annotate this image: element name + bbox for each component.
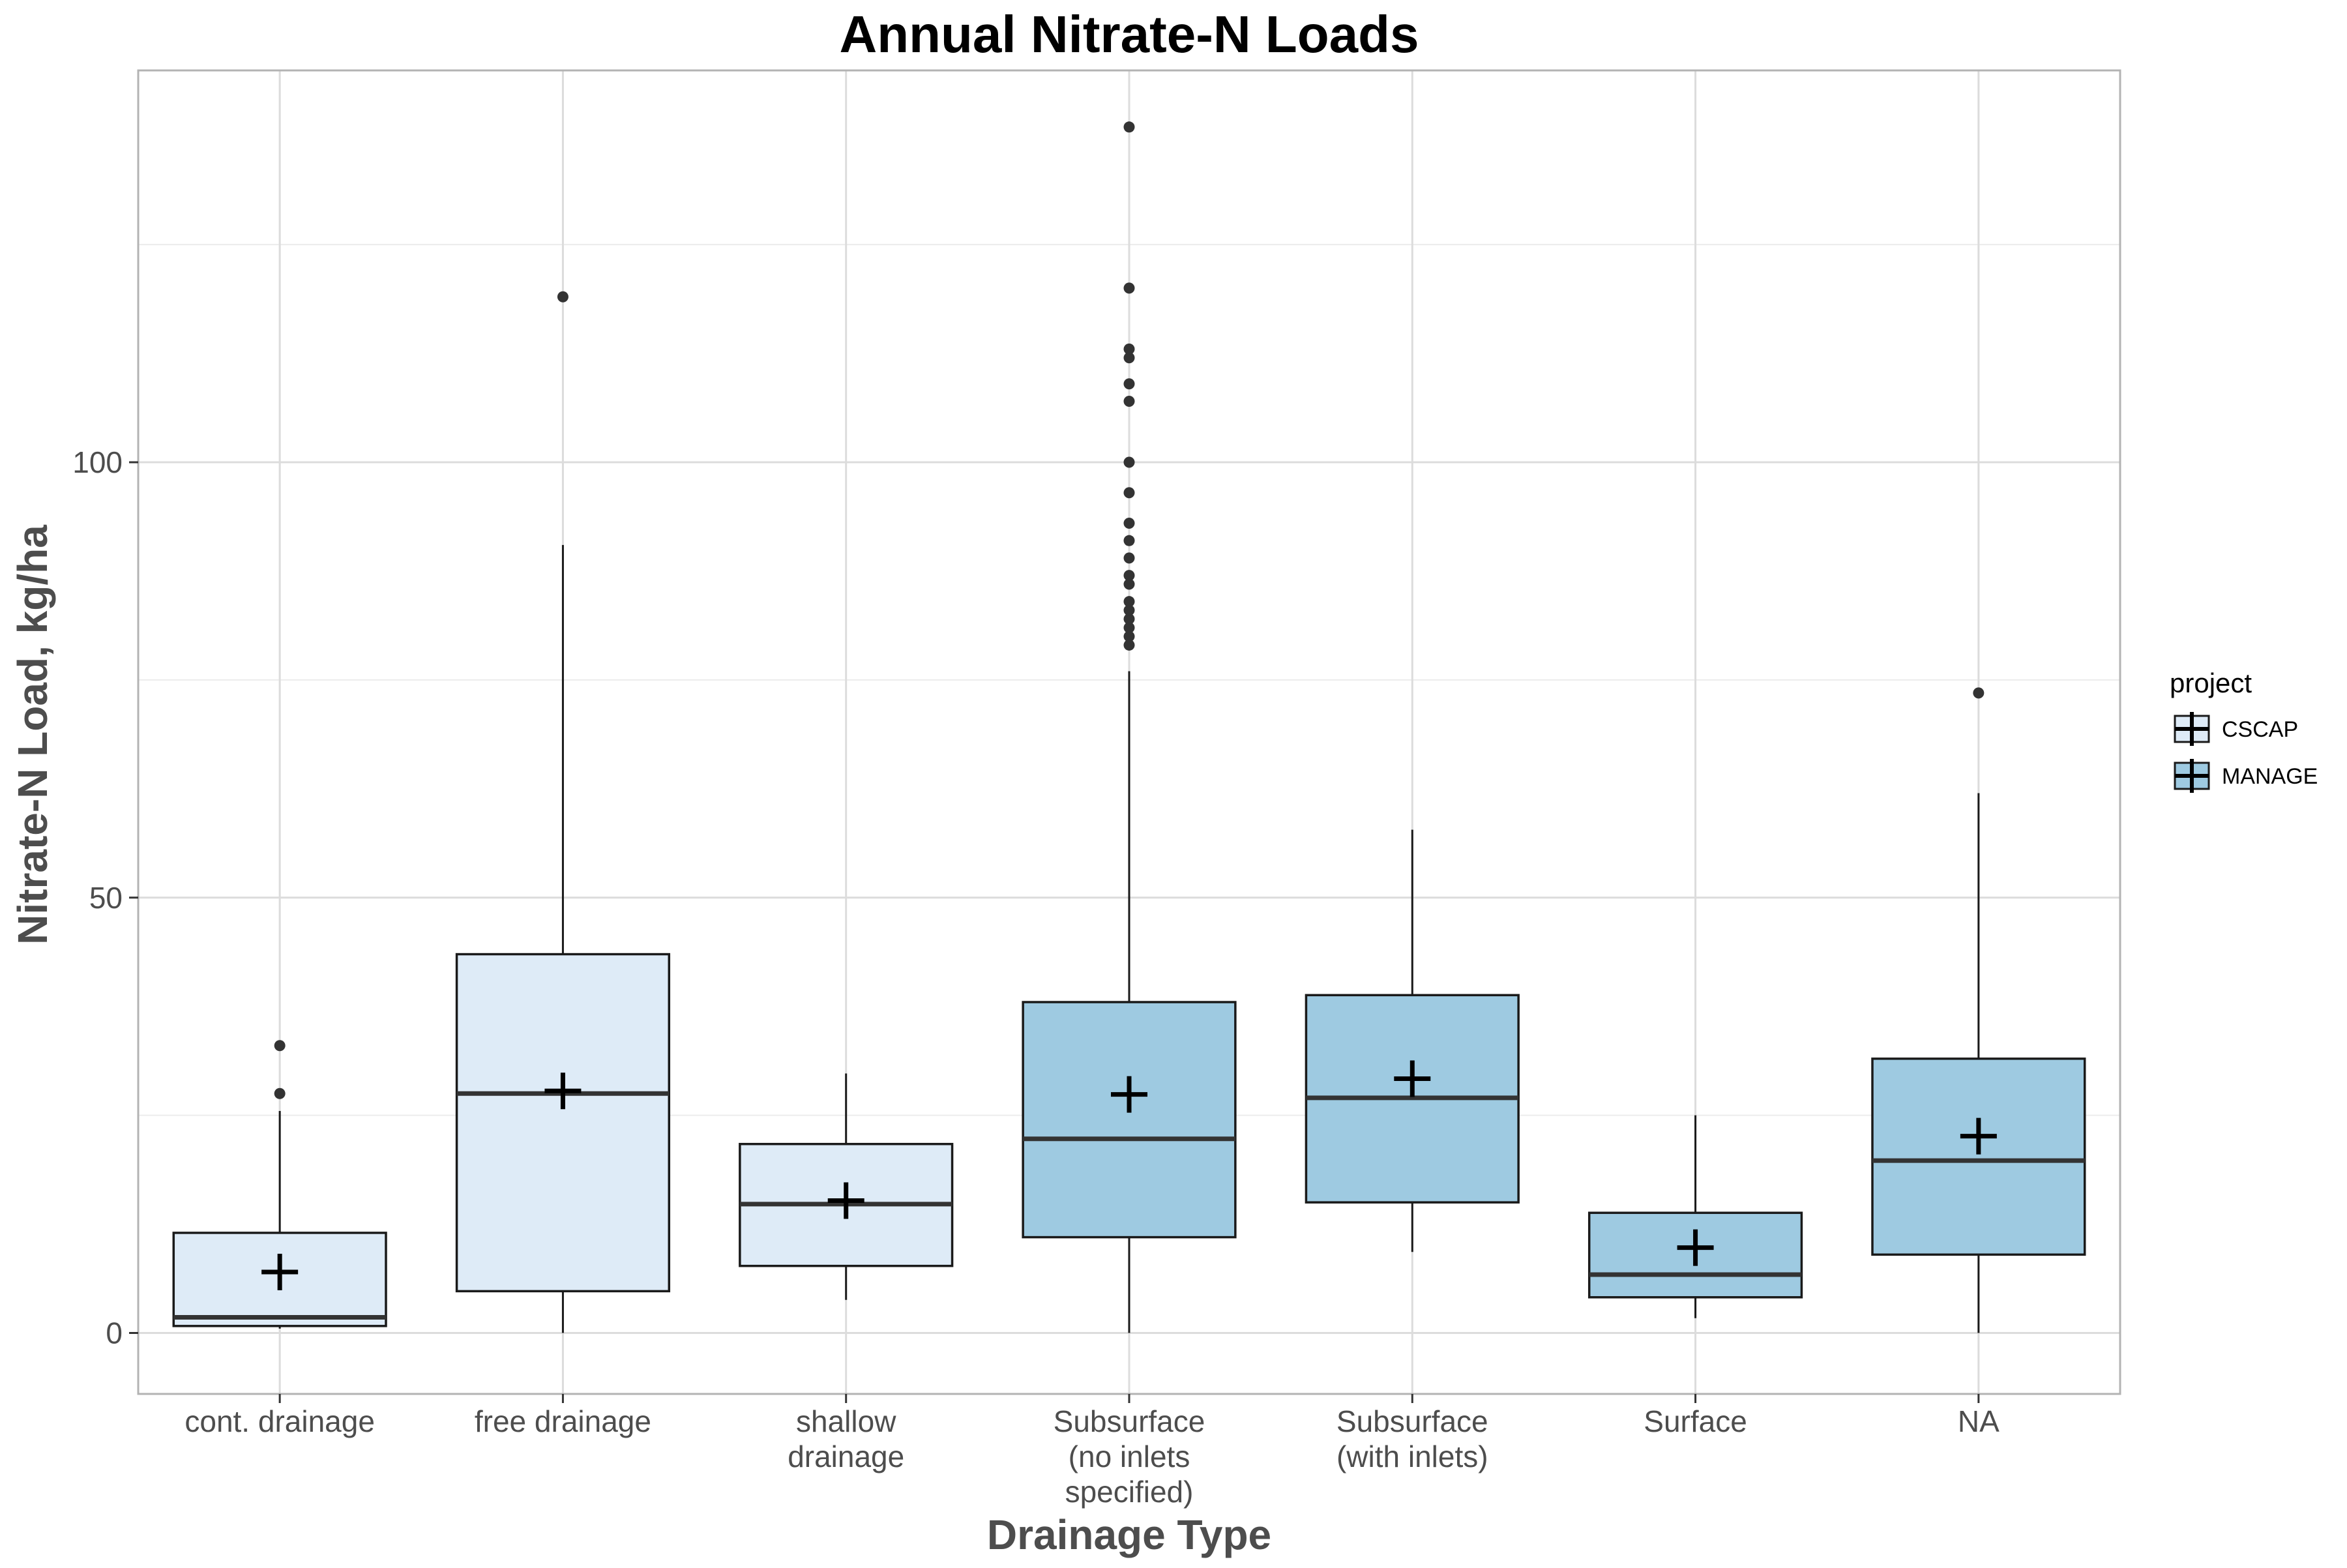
x-tick-label-line: cont. drainage (185, 1404, 375, 1438)
outlier-point (1123, 639, 1135, 651)
boxes (172, 121, 2086, 1333)
x-tick-label-line: Surface (1644, 1404, 1747, 1438)
y-axis-ticks: 0 50 100 (72, 445, 138, 1350)
outlier-point (1123, 552, 1135, 564)
box-iqr (1022, 1001, 1237, 1239)
mean-marker (1394, 1060, 1431, 1097)
x-tick-label: cont. drainage (185, 1404, 375, 1438)
x-tick-label-line: shallow (796, 1404, 896, 1438)
mean-marker (1677, 1229, 1714, 1266)
outlier-point (1123, 578, 1135, 590)
y-tick-label: 0 (106, 1316, 123, 1350)
box-5 (1587, 1115, 1803, 1318)
mean-marker (1111, 1076, 1147, 1113)
y-tick-label: 100 (72, 445, 123, 479)
outlier-point (274, 1087, 286, 1099)
x-tick-label-line: NA (1958, 1404, 2000, 1438)
outlier-point (1123, 596, 1135, 608)
x-tick-label-line: specified) (1065, 1475, 1194, 1509)
legend-label: MANAGE (2222, 764, 2318, 789)
outlier-point (1123, 622, 1135, 634)
x-tick-label: Subsurface (no inlets specified) (1054, 1404, 1205, 1509)
outlier-point (1123, 282, 1135, 294)
x-axis-ticks: cont. drainage free drainage shallow draina… (185, 1394, 2000, 1509)
x-tick-label-line: Subsurface (1336, 1404, 1488, 1438)
x-tick-label: free drainage (475, 1404, 651, 1438)
x-tick-label: Surface (1644, 1404, 1747, 1438)
box-2 (739, 1073, 954, 1300)
box-iqr (1871, 1058, 2086, 1256)
legend-item-manage: MANAGE (2174, 759, 2318, 793)
outlier-point (1123, 487, 1135, 499)
outlier-point (274, 1040, 286, 1052)
y-tick-label: 50 (89, 881, 123, 915)
mean-marker (1960, 1117, 1997, 1155)
outlier-point (1123, 352, 1135, 364)
outlier-point (1123, 570, 1135, 582)
outlier-point (1123, 604, 1135, 616)
outlier-point (1123, 630, 1135, 642)
box-1 (455, 291, 671, 1333)
mean-marker (261, 1254, 299, 1291)
box-iqr (1587, 1211, 1803, 1299)
outlier-point (1123, 343, 1135, 355)
box-6 (1871, 687, 2086, 1333)
x-tick-label-line: free drainage (475, 1404, 651, 1438)
outlier-point (1123, 378, 1135, 390)
x-tick-label: shallow drainage (788, 1404, 904, 1473)
legend: project CSCAP MANAGE (2170, 668, 2318, 793)
legend-item-cscap: CSCAP (2174, 712, 2298, 746)
outlier-point (1123, 517, 1135, 529)
x-tick-label-line: Subsurface (1054, 1404, 1205, 1438)
x-tick-label: Subsurface (with inlets) (1336, 1404, 1488, 1473)
outlier-point (1123, 613, 1135, 625)
outlier-point (1123, 396, 1135, 407)
outlier-point (1123, 456, 1135, 468)
outlier-point (1123, 535, 1135, 546)
outlier-point (1973, 687, 1985, 699)
outlier-point (1123, 121, 1135, 133)
chart-title: Annual Nitrate-N Loads (840, 5, 1419, 63)
x-tick-label: NA (1958, 1404, 2000, 1438)
box-3 (1022, 121, 1237, 1333)
box-iqr (455, 953, 671, 1293)
box-4 (1305, 829, 1520, 1252)
legend-title: project (2170, 668, 2252, 698)
mean-marker (827, 1182, 864, 1219)
mean-marker (544, 1072, 582, 1110)
box-0 (172, 1040, 387, 1329)
outlier-point (557, 291, 568, 303)
legend-label: CSCAP (2222, 717, 2298, 742)
x-tick-label-line: drainage (788, 1440, 904, 1473)
y-axis-title: Nitrate-N Load, kg/ha (9, 525, 56, 945)
x-tick-label-line: (with inlets) (1336, 1440, 1488, 1473)
x-tick-label-line: (no inlets (1069, 1440, 1190, 1473)
x-axis-title: Drainage Type (987, 1511, 1271, 1558)
